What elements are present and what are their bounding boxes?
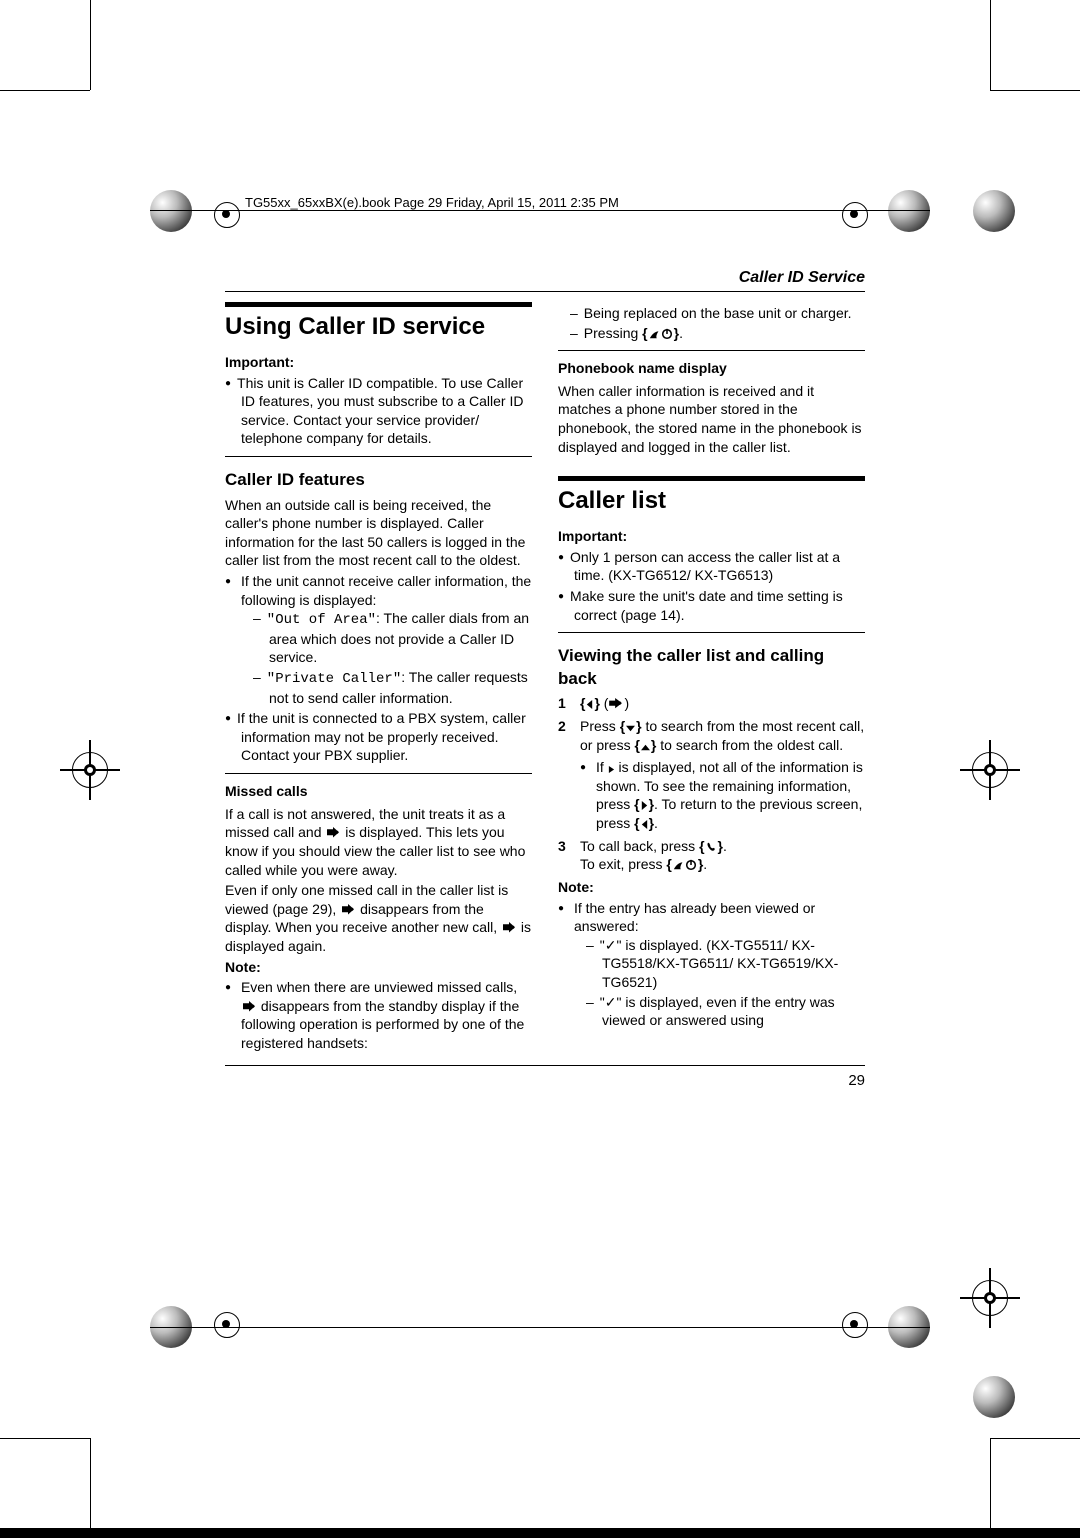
page: TG55xx_65xxBX(e).book Page 29 Friday, Ap… <box>0 0 1080 1528</box>
right-column: Being replaced on the base unit or charg… <box>558 302 865 1055</box>
missed-p1: If a call is not answered, the unit trea… <box>225 805 532 879</box>
features-intro: When an outside call is being received, … <box>225 496 532 570</box>
cont-d1: Being replaced on the base unit or charg… <box>558 304 865 323</box>
step-2: 2 Press {} to search from the most recen… <box>558 717 865 833</box>
note-d1: "✓" is displayed. (KX-TG5511/ KX-TG5518/… <box>574 936 865 992</box>
phonebook-p: When caller information is received and … <box>558 382 865 456</box>
h1-using-caller-id: Using Caller ID service <box>225 311 532 343</box>
step-3: 3 To call back, press {}. To exit, press… <box>558 837 865 874</box>
off-power-icon <box>672 859 698 871</box>
up-arrow-icon <box>640 743 651 752</box>
features-bullet-1: If the unit cannot receive caller inform… <box>225 572 532 707</box>
left-column: Using Caller ID service Important: This … <box>225 302 532 1055</box>
missed-call-icon <box>241 1001 257 1013</box>
private-caller-item: "Private Caller": The caller requests no… <box>241 668 532 707</box>
imp-b2: Make sure the unit's date and time setti… <box>558 587 865 624</box>
left-arrow-icon <box>640 819 649 830</box>
note-bullet-1: Even when there are unviewed missed call… <box>225 978 532 1052</box>
note-label: Note: <box>225 958 532 977</box>
important-label: Important: <box>225 353 532 372</box>
note-d2: "✓" is displayed, even if the entry was … <box>574 993 865 1030</box>
h3-phonebook: Phonebook name display <box>558 359 865 378</box>
talk-icon <box>705 841 718 853</box>
important-label-2: Important: <box>558 527 865 546</box>
right-arrow-icon <box>640 800 649 811</box>
missed-call-icon <box>325 827 341 839</box>
h3-missed-calls: Missed calls <box>225 782 532 801</box>
missed-call-icon <box>501 922 517 934</box>
cont-d2: Pressing {}. <box>558 324 865 343</box>
page-number: 29 <box>225 1072 865 1089</box>
h2-caller-id-features: Caller ID features <box>225 469 532 492</box>
features-bullet-2: If the unit is connected to a PBX system… <box>225 709 532 765</box>
important-bullet: This unit is Caller ID compatible. To us… <box>225 374 532 448</box>
print-header: TG55xx_65xxBX(e).book Page 29 Friday, Ap… <box>245 195 865 210</box>
note-b1: If the entry has already been viewed or … <box>558 899 865 1030</box>
section-header: Caller ID Service <box>225 269 865 287</box>
right-arrow-small-icon <box>608 765 615 774</box>
note-label-2: Note: <box>558 878 865 897</box>
missed-p2: Even if only one missed call in the call… <box>225 881 532 955</box>
step-1: 1 {} () <box>558 694 865 713</box>
missed-call-icon <box>340 904 356 916</box>
caller-id-icon <box>608 698 624 710</box>
h2-viewing: Viewing the caller list and calling back <box>558 645 865 690</box>
imp-b1: Only 1 person can access the caller list… <box>558 548 865 585</box>
out-of-area-item: "Out of Area": The caller dials from an … <box>241 609 532 667</box>
down-arrow-icon <box>625 724 636 733</box>
h1-caller-list: Caller list <box>558 485 865 517</box>
off-power-icon <box>648 328 674 340</box>
